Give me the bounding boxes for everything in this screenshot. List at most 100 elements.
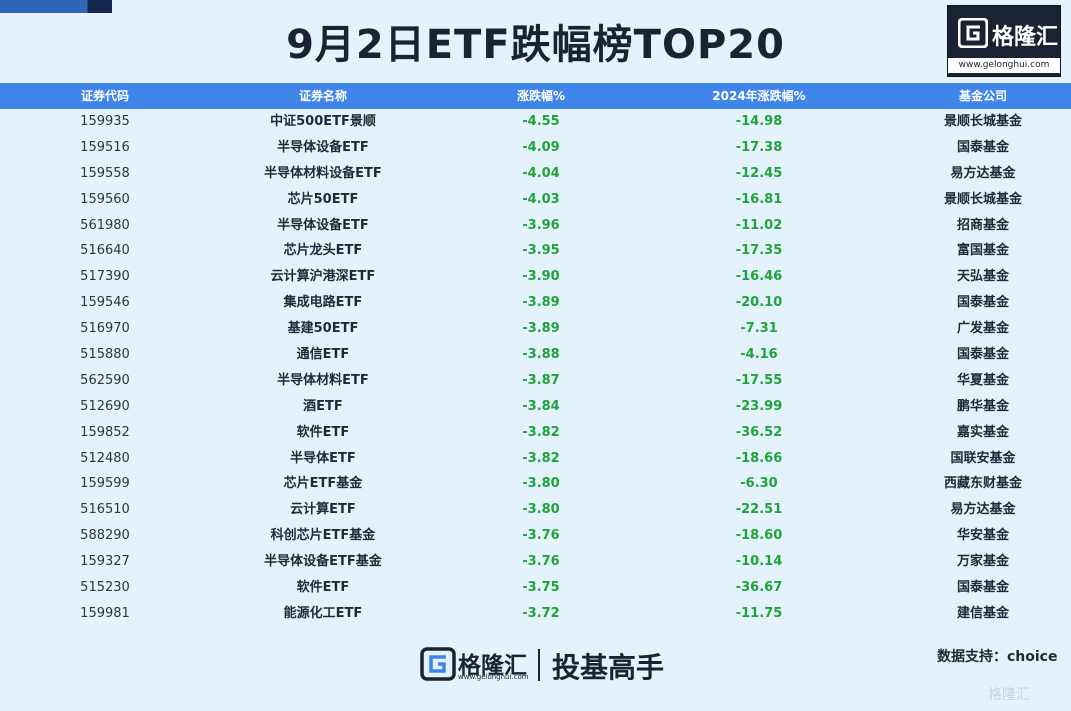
table-row: 517390 云计算沪港深ETF -3.90 -16.46 天弘基金 bbox=[0, 264, 1071, 290]
table-row: 159560 芯片50ETF -4.03 -16.81 景顺长城基金 bbox=[0, 187, 1071, 213]
etf-table: 159935 中证500ETF景顺 -4.55 -14.98 景顺长城基金 159516 半… bbox=[0, 109, 1071, 627]
table-row: 561980 半导体设备ETF -3.96 -11.02 招商基金 bbox=[0, 213, 1071, 239]
header-name: 证券名称 bbox=[298, 89, 348, 103]
cell-name: 通信ETF bbox=[296, 347, 350, 363]
cell-company: 易方达基金 bbox=[950, 502, 1016, 518]
cell-company: 华安基金 bbox=[956, 528, 1010, 544]
table-row: 515230 软件ETF -3.75 -36.67 国泰基金 bbox=[0, 575, 1071, 601]
header-company: 基金公司 bbox=[958, 89, 1008, 103]
cell-change: -3.89 bbox=[522, 321, 560, 337]
cell-code: 159546 bbox=[80, 295, 130, 311]
cell-name: 基建50ETF bbox=[287, 321, 359, 337]
cell-ytd-change: -17.35 bbox=[735, 243, 783, 259]
header-code: 证券代码 bbox=[80, 89, 130, 103]
cell-name: 半导体设备ETF bbox=[277, 139, 369, 155]
table-row: 159516 半导体设备ETF -4.09 -17.38 国泰基金 bbox=[0, 135, 1071, 161]
cell-ytd-change: -18.60 bbox=[735, 528, 783, 544]
cell-name: 半导体设备ETF bbox=[277, 217, 369, 233]
cell-company: 景顺长城基金 bbox=[943, 114, 1023, 129]
cell-name: 芯片ETF基金 bbox=[283, 476, 363, 492]
footer-brand: 格隆汇 bbox=[458, 653, 527, 679]
table-row: 516510 云计算ETF -3.80 -22.51 易方达基金 bbox=[0, 497, 1071, 523]
table-row: 159981 能源化工ETF -3.72 -11.75 建信基金 bbox=[0, 601, 1071, 627]
header-change: 涨跌幅% bbox=[516, 89, 566, 103]
cell-name: 能源化工ETF bbox=[283, 605, 363, 621]
cell-name: 科创芯片ETF基金 bbox=[270, 528, 376, 544]
watermark: 格隆汇 bbox=[988, 687, 1030, 703]
footer-url: www.gelonghui.com bbox=[458, 673, 529, 681]
cell-company: 国泰基金 bbox=[956, 139, 1010, 155]
cell-company: 广发基金 bbox=[956, 321, 1010, 337]
gelonghui-logo-icon bbox=[958, 18, 988, 48]
cell-ytd-change: -4.16 bbox=[740, 347, 778, 363]
cell-ytd-change: -17.55 bbox=[735, 372, 783, 388]
cell-change: -3.80 bbox=[522, 476, 560, 492]
cell-company: 招商基金 bbox=[956, 217, 1010, 233]
cell-code: 515230 bbox=[80, 580, 130, 596]
cell-change: -3.76 bbox=[522, 528, 560, 544]
cell-change: -3.82 bbox=[522, 450, 560, 466]
cell-code: 159935 bbox=[80, 114, 130, 129]
cell-ytd-change: -36.52 bbox=[735, 424, 783, 440]
cell-code: 517390 bbox=[80, 269, 130, 285]
cell-code: 561980 bbox=[80, 217, 130, 233]
cell-code: 516510 bbox=[80, 502, 130, 518]
header-ytd-change: 2024年涨跌幅% bbox=[712, 89, 806, 103]
cell-change: -3.75 bbox=[522, 580, 560, 596]
cell-change: -3.87 bbox=[522, 372, 560, 388]
cell-code: 516970 bbox=[80, 321, 130, 337]
table-row: 159852 软件ETF -3.82 -36.52 嘉实基金 bbox=[0, 420, 1071, 446]
data-source: 数据支持：choice bbox=[937, 649, 1058, 665]
cell-name: 半导体材料ETF bbox=[277, 372, 369, 388]
cell-name: 半导体材料设备ETF bbox=[264, 165, 382, 181]
cell-ytd-change: -12.45 bbox=[735, 165, 783, 181]
cell-change: -3.89 bbox=[522, 295, 560, 311]
cell-code: 516640 bbox=[80, 243, 130, 259]
cell-code: 159981 bbox=[80, 605, 130, 621]
cell-company: 万家基金 bbox=[956, 554, 1010, 570]
cell-ytd-change: -17.38 bbox=[735, 139, 783, 155]
cell-company: 华夏基金 bbox=[956, 372, 1010, 388]
gelonghui-footer-logo-icon bbox=[420, 647, 456, 681]
cell-ytd-change: -11.02 bbox=[735, 217, 783, 233]
table-row: 512690 酒ETF -3.84 -23.99 鹏华基金 bbox=[0, 394, 1071, 420]
cell-code: 515880 bbox=[80, 347, 130, 363]
cell-ytd-change: -16.81 bbox=[735, 191, 783, 207]
cell-name: 云计算沪港深ETF bbox=[270, 269, 376, 285]
cell-change: -3.96 bbox=[522, 217, 560, 233]
table-row: 159327 半导体设备ETF基金 -3.76 -10.14 万家基金 bbox=[0, 549, 1071, 575]
table-row: 159558 半导体材料设备ETF -4.04 -12.45 易方达基金 bbox=[0, 161, 1071, 187]
cell-code: 562590 bbox=[80, 372, 130, 388]
table-row: 159546 集成电路ETF -3.89 -20.10 国泰基金 bbox=[0, 290, 1071, 316]
table-row: 516640 芯片龙头ETF -3.95 -17.35 富国基金 bbox=[0, 238, 1071, 264]
cell-company: 富国基金 bbox=[956, 243, 1010, 259]
logo-url: www.gelonghui.com bbox=[948, 58, 1060, 73]
cell-code: 512690 bbox=[80, 398, 130, 414]
cell-name: 酒ETF bbox=[303, 398, 343, 414]
cell-company: 建信基金 bbox=[956, 605, 1010, 621]
cell-ytd-change: -18.66 bbox=[735, 450, 783, 466]
cell-name: 芯片50ETF bbox=[287, 191, 359, 207]
cell-change: -3.88 bbox=[522, 347, 560, 363]
cell-change: -4.09 bbox=[522, 139, 560, 155]
corner-decoration bbox=[0, 0, 112, 13]
cell-code: 159327 bbox=[80, 554, 130, 570]
cell-company: 嘉实基金 bbox=[956, 424, 1010, 440]
table-row: 562590 半导体材料ETF -3.87 -17.55 华夏基金 bbox=[0, 368, 1071, 394]
cell-ytd-change: -7.31 bbox=[740, 321, 778, 337]
cell-ytd-change: -16.46 bbox=[735, 269, 783, 285]
cell-change: -3.72 bbox=[522, 605, 560, 621]
cell-change: -4.04 bbox=[522, 165, 560, 181]
footer-separator bbox=[538, 649, 540, 681]
cell-company: 国联安基金 bbox=[950, 450, 1016, 466]
cell-change: -3.82 bbox=[522, 424, 560, 440]
cell-ytd-change: -36.67 bbox=[735, 580, 783, 596]
cell-ytd-change: -14.98 bbox=[735, 114, 783, 129]
cell-code: 159852 bbox=[80, 424, 130, 440]
cell-code: 159558 bbox=[80, 165, 130, 181]
cell-name: 云计算ETF bbox=[290, 502, 356, 518]
cell-company: 国泰基金 bbox=[956, 347, 1010, 363]
footer-slogan: 投基高手 bbox=[552, 651, 665, 684]
cell-code: 159560 bbox=[80, 191, 130, 207]
brand-logo: 格隆汇 www.gelonghui.com bbox=[947, 5, 1061, 77]
